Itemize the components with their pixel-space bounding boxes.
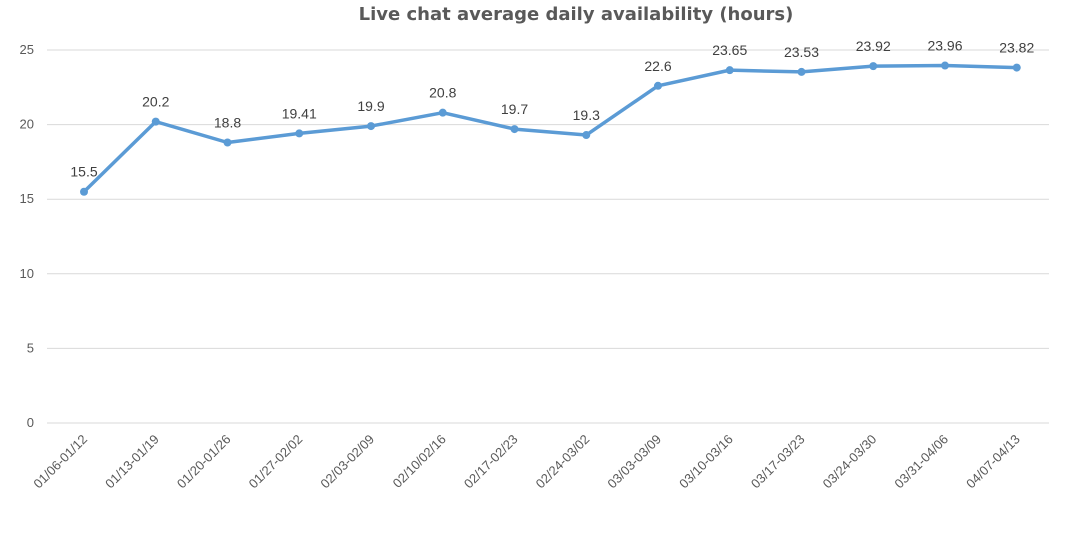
data-point xyxy=(941,61,949,70)
x-tick-label: 04/07-04/13 xyxy=(963,432,1023,492)
data-label: 19.9 xyxy=(357,98,384,114)
data-label: 23.92 xyxy=(856,38,891,54)
data-point xyxy=(223,138,232,147)
data-point xyxy=(438,108,447,117)
y-tick-label: 5 xyxy=(27,340,34,355)
x-tick-label: 01/13-01/19 xyxy=(102,432,162,492)
data-label: 19.41 xyxy=(282,105,317,121)
data-point xyxy=(654,81,662,90)
data-label: 23.96 xyxy=(927,38,962,54)
x-tick-label: 02/24-03/02 xyxy=(533,432,593,492)
series-line-layer xyxy=(82,63,1019,194)
x-tick-label: 01/27-02/02 xyxy=(246,432,306,492)
data-label: 23.82 xyxy=(999,40,1034,56)
x-tick-label: 03/17-03/23 xyxy=(748,432,808,492)
series-line xyxy=(82,63,1019,194)
data-point xyxy=(869,62,878,71)
data-label: 23.53 xyxy=(784,44,819,60)
x-tick-label: 01/06-01/12 xyxy=(30,432,90,492)
data-point xyxy=(151,117,160,126)
x-tick-label: 03/10-03/16 xyxy=(676,432,736,492)
data-point xyxy=(797,67,806,76)
data-label: 23.65 xyxy=(712,42,747,58)
y-tick-label: 10 xyxy=(20,266,34,281)
data-label: 22.6 xyxy=(644,58,671,74)
grid-layer xyxy=(47,49,1049,424)
data-label: 15.5 xyxy=(70,164,97,180)
data-point xyxy=(367,122,375,131)
x-tick-label: 03/24-03/30 xyxy=(820,432,880,492)
x-tick-label: 02/10/02/16 xyxy=(390,432,449,491)
chart-title: Live chat average daily availability (ho… xyxy=(358,4,794,25)
data-point xyxy=(725,66,734,75)
data-point xyxy=(510,125,519,134)
x-tick-label: 03/03-03/09 xyxy=(604,432,664,492)
y-axis-ticks: 0 5 10 15 20 25 xyxy=(20,42,34,430)
data-label: 20.8 xyxy=(429,85,456,101)
x-axis-ticks: 01/06-01/12 01/13-01/19 01/20-01/26 01/27-0… xyxy=(30,432,1022,492)
y-tick-label: 25 xyxy=(20,42,34,57)
data-label: 18.8 xyxy=(214,115,241,131)
data-label: 19.7 xyxy=(501,101,528,117)
y-tick-label: 15 xyxy=(20,191,34,206)
x-tick-label: 03/31-04/06 xyxy=(891,432,951,492)
x-tick-label: 02/17-02/23 xyxy=(461,432,521,492)
x-tick-label: 02/03-02/09 xyxy=(317,432,377,492)
data-point xyxy=(80,187,88,196)
data-label: 19.3 xyxy=(573,107,600,123)
data-points xyxy=(80,61,1021,196)
data-labels: 15.5 20.2 18.8 19.41 19.9 20.8 19.7 19.3 22.6 23.… xyxy=(70,38,1034,180)
y-tick-label: 0 xyxy=(27,415,34,430)
data-point xyxy=(582,131,591,140)
data-point xyxy=(295,129,304,138)
data-point xyxy=(1012,63,1021,72)
data-label: 20.2 xyxy=(142,94,169,110)
y-tick-label: 20 xyxy=(20,117,34,132)
x-tick-label: 01/20-01/26 xyxy=(174,432,234,492)
